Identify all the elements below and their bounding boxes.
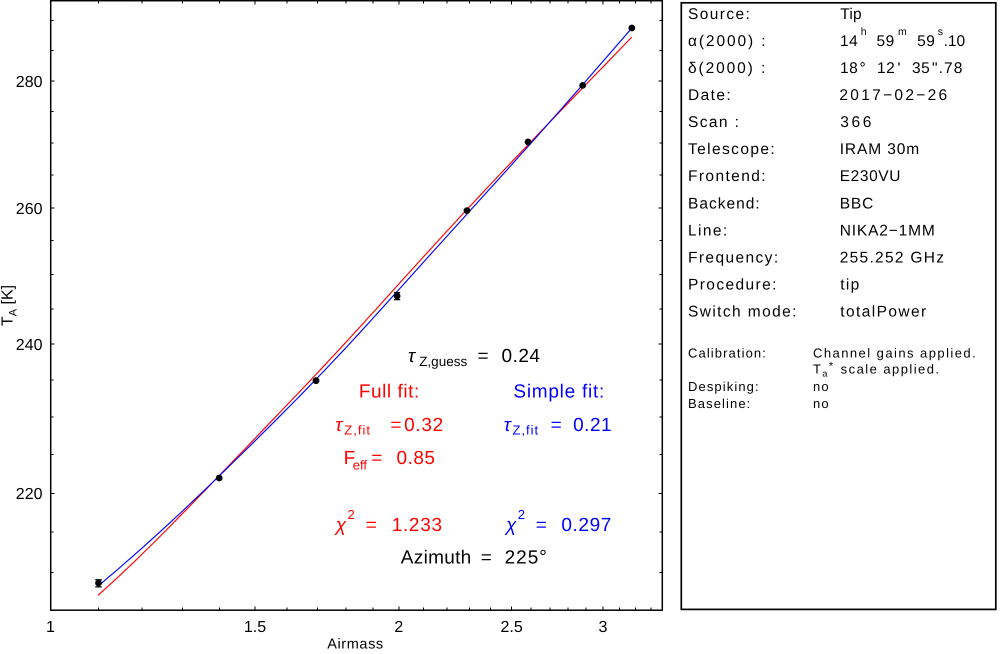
svg-text:Azimuth: Azimuth: [401, 548, 472, 569]
svg-text:α(2000) :: α(2000) :: [688, 33, 767, 50]
svg-text:59: 59: [877, 33, 895, 50]
svg-text:=: =: [536, 515, 547, 536]
svg-text:m: m: [898, 26, 907, 38]
svg-text:=: =: [478, 346, 489, 367]
svg-text:no: no: [813, 396, 830, 411]
svg-text:tip: tip: [840, 277, 860, 294]
svg-text:Z,fit: Z,fit: [344, 423, 371, 438]
svg-text:χ: χ: [504, 515, 517, 536]
svg-text:240: 240: [16, 337, 43, 354]
svg-text:2: 2: [348, 507, 355, 522]
svg-text:Telescope:: Telescope:: [688, 141, 776, 158]
svg-text:F: F: [344, 448, 356, 469]
svg-text:Frequency:: Frequency:: [688, 249, 780, 266]
svg-text:.10: .10: [944, 33, 966, 50]
svg-text:280: 280: [16, 74, 43, 91]
svg-text:eff: eff: [353, 457, 368, 472]
svg-text:2: 2: [394, 619, 403, 636]
svg-text:IRAM 30m: IRAM 30m: [840, 141, 920, 158]
svg-text:=: =: [551, 415, 562, 436]
svg-text:260: 260: [16, 201, 43, 218]
svg-text:=: =: [371, 448, 382, 469]
svg-text:Full fit:: Full fit:: [359, 382, 420, 403]
svg-text:Channel gains applied.: Channel gains applied.: [813, 346, 977, 361]
svg-text:=: =: [481, 548, 492, 569]
svg-text:3: 3: [598, 619, 607, 636]
svg-text:Simple fit:: Simple fit:: [513, 382, 605, 403]
svg-text:=: =: [366, 515, 377, 536]
svg-text:': ': [898, 60, 901, 77]
svg-text:14: 14: [840, 33, 858, 50]
svg-text:Airmass: Airmass: [327, 636, 384, 649]
svg-text:2.5: 2.5: [500, 619, 522, 636]
svg-text:18: 18: [840, 60, 858, 77]
svg-text:255.252 GHz: 255.252 GHz: [840, 249, 946, 266]
svg-text:59: 59: [917, 33, 935, 50]
svg-text:Tip: Tip: [840, 6, 862, 23]
svg-text:Source:: Source:: [688, 6, 751, 23]
svg-text:366: 366: [840, 114, 874, 131]
svg-text:TA [K]: TA [K]: [0, 285, 19, 326]
svg-text:Line:: Line:: [688, 222, 729, 239]
svg-text:τ: τ: [408, 346, 417, 367]
svg-text:Procedure:: Procedure:: [688, 277, 778, 294]
svg-text:BBC: BBC: [840, 195, 875, 212]
svg-text:0.21: 0.21: [573, 415, 612, 436]
svg-text:0.85: 0.85: [397, 448, 436, 469]
svg-text:Z,fit: Z,fit: [513, 423, 540, 438]
svg-text:E230VU: E230VU: [840, 168, 901, 185]
svg-text:δ(2000) :: δ(2000) :: [688, 60, 767, 77]
svg-text:2: 2: [518, 507, 525, 522]
svg-text:°: °: [860, 60, 866, 77]
svg-text:0.297: 0.297: [561, 515, 612, 536]
svg-text:1.5: 1.5: [244, 619, 266, 636]
svg-text:Calibration:: Calibration:: [688, 346, 767, 361]
svg-text:Z,guess: Z,guess: [419, 354, 467, 369]
svg-text:Date:: Date:: [688, 87, 732, 104]
svg-text:Despiking:: Despiking:: [688, 379, 760, 394]
svg-text:Baseline:: Baseline:: [688, 396, 751, 411]
svg-text:Switch mode:: Switch mode:: [688, 304, 798, 321]
svg-text:1: 1: [46, 619, 55, 636]
svg-text:h: h: [861, 26, 867, 38]
svg-text:12: 12: [877, 60, 895, 77]
svg-text:2017−02−26: 2017−02−26: [839, 87, 949, 104]
svg-text:χ: χ: [334, 515, 347, 536]
svg-text:no: no: [813, 379, 830, 394]
svg-text:NIKA2−1MM: NIKA2−1MM: [840, 222, 936, 239]
svg-text:1.233: 1.233: [392, 515, 443, 536]
svg-text:Ta* scale applied.: Ta* scale applied.: [813, 361, 940, 379]
svg-text:τ: τ: [335, 415, 344, 436]
svg-text:τ: τ: [504, 415, 513, 436]
svg-text:Frontend:: Frontend:: [688, 168, 767, 185]
svg-text:".78: ".78: [932, 60, 963, 77]
svg-text:0.32: 0.32: [404, 415, 444, 436]
svg-text:0.24: 0.24: [502, 346, 541, 367]
svg-text:°: °: [539, 547, 547, 568]
svg-text:=: =: [390, 415, 401, 436]
svg-text:totalPower: totalPower: [840, 304, 927, 321]
svg-text:225: 225: [505, 548, 540, 569]
svg-text:s: s: [938, 26, 943, 38]
svg-text:Scan :: Scan :: [688, 114, 740, 131]
svg-text:220: 220: [16, 486, 43, 503]
svg-text:35: 35: [912, 60, 930, 77]
svg-text:Backend:: Backend:: [688, 195, 761, 212]
